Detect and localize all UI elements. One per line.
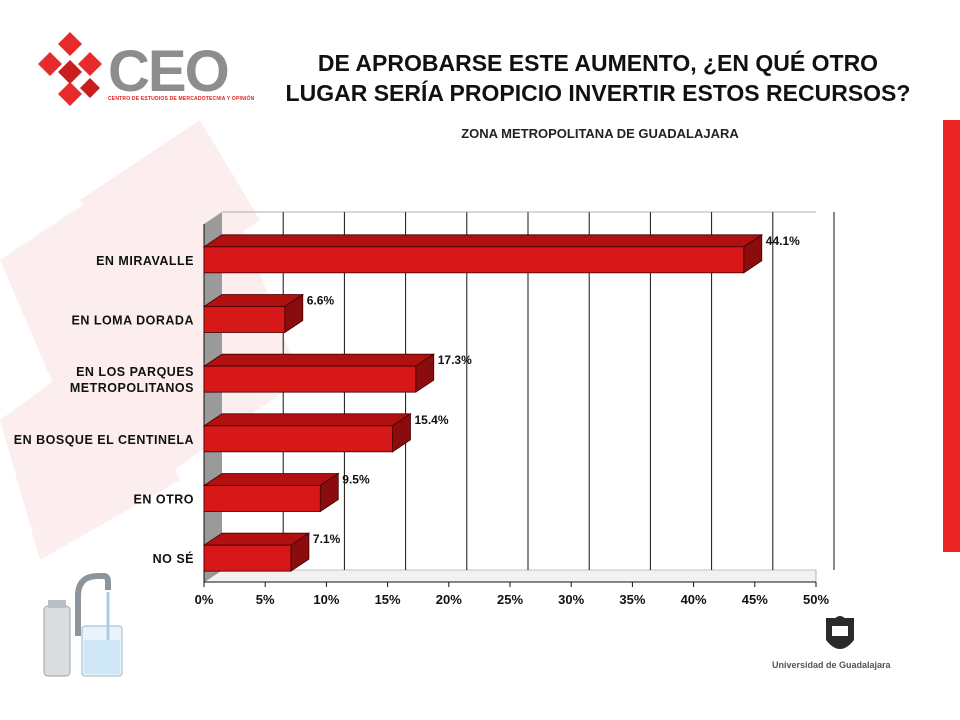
faucet-glass-icon [43,573,123,677]
category-label: EN BOSQUE EL CENTINELA [14,433,194,447]
ceo-logo [28,28,248,118]
x-tick-label: 10% [313,592,339,607]
category-label: METROPOLITANOS [70,381,194,395]
x-tick-label: 30% [558,592,584,607]
data-label: 17.3% [438,353,472,367]
title-line-1: DE APROBARSE ESTE AUMENTO, ¿EN QUÉ OTRO [317,50,879,76]
bar-top [202,473,340,486]
data-label: 7.1% [313,532,341,546]
x-tick-label: 40% [681,592,707,607]
data-label: 15.4% [414,413,448,427]
accent-strip [943,120,960,552]
data-label: 6.6% [307,294,335,308]
category-label: EN LOS PARQUES [76,365,194,379]
x-tick-label: 5% [256,592,275,607]
bar [203,365,417,393]
category-label: EN LOMA DORADA [71,314,194,328]
bar [203,544,292,572]
x-tick-label: 45% [742,592,768,607]
chart-floor [203,569,817,583]
bar-top [202,413,412,427]
category-label: EN OTRO [134,493,194,507]
title-line-2: LUGAR SERÍA PROPICIO INVERTIR ESTOS RECU… [285,80,911,106]
x-tick-label: 50% [803,592,829,607]
ceo-diamond-icon [38,32,102,106]
ceo-logo-subtitle: CENTRO DE ESTUDIOS DE MERCADOTECNIA Y OP… [108,96,255,102]
data-label: 9.5% [342,473,370,487]
category-label: EN MIRAVALLE [96,254,194,268]
university-name: Universidad de Guadalajara [772,660,891,670]
page-subtitle: ZONA METROPOLITANA DE GUADALAJARA [461,126,739,141]
page-title: DE APROBARSE ESTE AUMENTO, ¿EN QUÉ OTRO … [248,48,948,108]
x-tick-label: 20% [436,592,462,607]
bar-top [202,234,764,248]
bar [203,425,393,453]
x-tick-label: 35% [619,592,645,607]
bar-top [202,353,436,367]
x-tick-label: 15% [375,592,401,607]
data-label: 44.1% [766,234,800,248]
bar [203,485,321,512]
bar [203,306,286,333]
bar [203,246,745,274]
university-seal-icon [826,616,854,649]
ceo-logo-text: CEO [108,39,230,104]
x-tick-label: 25% [497,592,523,607]
category-label: NO SÉ [153,551,194,566]
x-tick-label: 0% [195,592,214,607]
